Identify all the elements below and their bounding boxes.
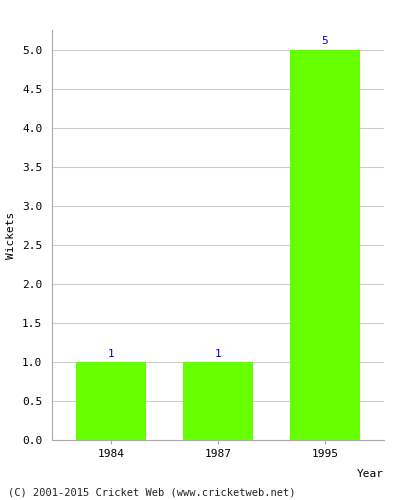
Text: (C) 2001-2015 Cricket Web (www.cricketweb.net): (C) 2001-2015 Cricket Web (www.cricketwe… <box>8 488 296 498</box>
Bar <box>76 362 146 440</box>
Bar <box>290 50 360 440</box>
Y-axis label: Wickets: Wickets <box>6 212 16 258</box>
Text: 1: 1 <box>108 349 114 359</box>
Text: 5: 5 <box>322 36 328 46</box>
Bar <box>183 362 253 440</box>
Text: Year: Year <box>357 468 384 478</box>
Text: 1: 1 <box>215 349 221 359</box>
